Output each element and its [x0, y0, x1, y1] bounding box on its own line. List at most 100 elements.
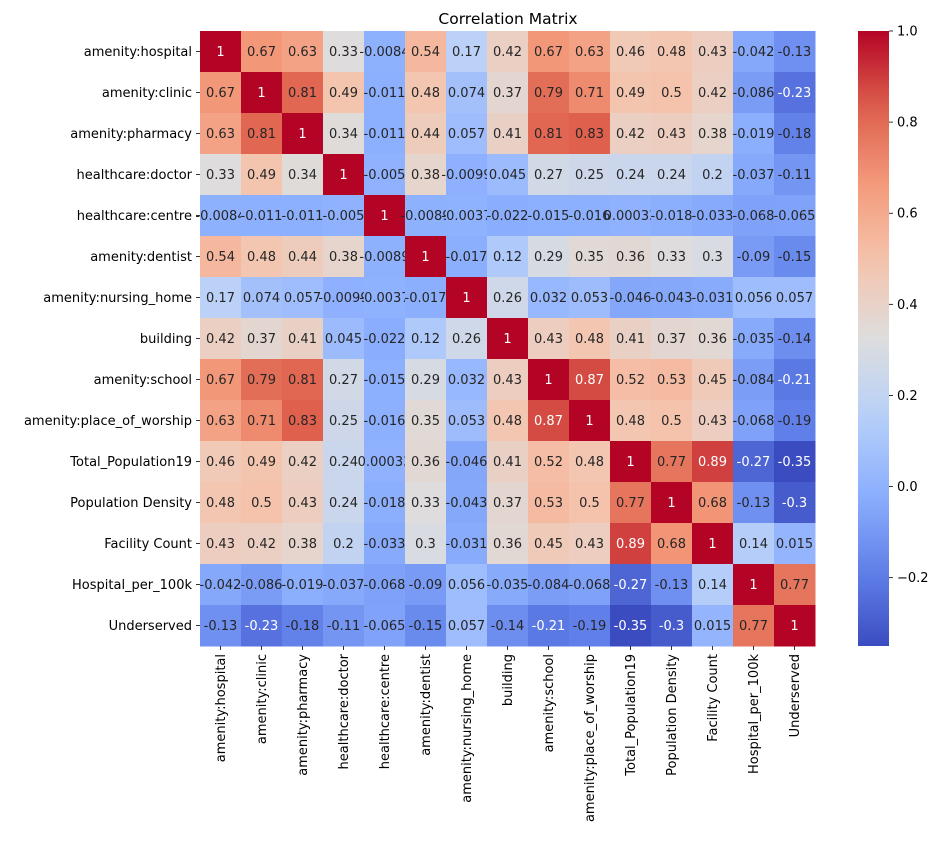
- cell-value-label: 0.81: [288, 86, 317, 101]
- cell-value-label: -0.035: [733, 332, 775, 347]
- cell-value-label: 0.34: [288, 168, 317, 183]
- heatmap-cell: [569, 195, 611, 237]
- cell-value-label: -0.27: [614, 578, 648, 593]
- heatmap-cell: [241, 195, 283, 237]
- heatmap-cell: [692, 564, 734, 606]
- heatmap-cell: [774, 277, 816, 319]
- y-axis-tick-labels: amenity:hospital amenity:clinic amenity:ph…: [24, 45, 200, 634]
- heatmap-cell: [200, 400, 242, 442]
- cell-value-label: 0.42: [247, 537, 276, 552]
- heatmap-cell: [323, 400, 365, 442]
- cell-value-label: 0.68: [698, 496, 727, 511]
- cell-value-label: 0.074: [243, 291, 280, 306]
- x-tick-label: Facility Count: [706, 654, 721, 742]
- heatmap-cell: [528, 441, 570, 483]
- heatmap-cell: [651, 31, 693, 73]
- y-tick-label: Facility Count: [104, 537, 192, 552]
- cell-value-label: -0.035: [487, 578, 529, 593]
- y-tick-label: amenity:clinic: [102, 86, 192, 101]
- heatmap-cell: [610, 564, 652, 606]
- cell-value-label: 0.41: [288, 332, 317, 347]
- cell-value-label: 0.36: [616, 250, 645, 265]
- cell-value-label: 0.17: [206, 291, 235, 306]
- heatmap-cells: 1 0.67 0.63 0.33 -0.0084 0.54 0.17 0.42 0.67 0.63…: [195, 31, 816, 647]
- cell-value-label: -0.068: [569, 578, 611, 593]
- cell-value-label: 0.14: [698, 578, 727, 593]
- cell-value-label: 1: [503, 332, 511, 347]
- x-tick-label: amenity:place_of_worship: [583, 654, 598, 822]
- cell-value-label: 0.52: [616, 373, 645, 388]
- heatmap-cell: [651, 277, 693, 319]
- y-tick-label: amenity:hospital: [84, 45, 192, 60]
- y-tick-label: amenity:nursing_home: [43, 291, 192, 306]
- x-tick-label: building: [501, 654, 516, 706]
- colorbar-tick-label: −0.2: [897, 571, 929, 586]
- heatmap-cell: [405, 113, 447, 155]
- x-tick-label: Hospital_per_100k: [747, 654, 762, 774]
- heatmap-cell: [692, 72, 734, 114]
- heatmap-cell: [610, 359, 652, 401]
- cell-value-label: 0.35: [411, 414, 440, 429]
- heatmap-cell: [241, 318, 283, 360]
- cell-value-label: 0.26: [493, 291, 522, 306]
- cell-value-label: 1: [421, 250, 429, 265]
- heatmap-cell: [733, 318, 775, 360]
- cell-value-label: -0.0099: [441, 168, 491, 183]
- heatmap-cell: [446, 154, 488, 196]
- cell-value-label: 0.89: [698, 455, 727, 470]
- y-tick-label: healthcare:centre: [77, 209, 192, 224]
- cell-value-label: 0.49: [329, 86, 358, 101]
- x-tick-label: Underserved: [788, 654, 803, 737]
- heatmap-cell: [733, 523, 775, 565]
- cell-value-label: 0.29: [411, 373, 440, 388]
- heatmap-cell: [446, 318, 488, 360]
- cell-value-label: 0.045: [489, 168, 526, 183]
- heatmap-cell: [405, 236, 447, 278]
- cell-value-label: -0.068: [733, 414, 775, 429]
- cell-value-label: -0.13: [737, 496, 771, 511]
- cell-value-label: 0.29: [534, 250, 563, 265]
- cell-value-label: 0.00033: [358, 455, 412, 470]
- cell-value-label: -0.084: [528, 578, 570, 593]
- heatmap-cell: [774, 195, 816, 237]
- heatmap-cell: [569, 318, 611, 360]
- heatmap-cell: [528, 359, 570, 401]
- heatmap-cell: [446, 482, 488, 524]
- y-tick-label: amenity:place_of_worship: [24, 414, 192, 429]
- cell-value-label: 0.52: [534, 455, 563, 470]
- heatmap-cell: [241, 113, 283, 155]
- cell-value-label: 0.53: [657, 373, 686, 388]
- cell-value-label: 0.056: [735, 291, 772, 306]
- y-tick-label: amenity:pharmacy: [70, 127, 192, 142]
- heatmap-cell: [528, 236, 570, 278]
- heatmap-cell: [200, 195, 242, 237]
- heatmap-cell: [651, 605, 693, 647]
- cell-value-label: -0.022: [364, 332, 406, 347]
- heatmap-cell: [774, 605, 816, 647]
- heatmap-cell: [446, 277, 488, 319]
- y-tick-label: healthcare:doctor: [77, 168, 193, 183]
- cell-value-label: 0.33: [206, 168, 235, 183]
- heatmap-cell: [692, 195, 734, 237]
- cell-value-label: 0.074: [448, 86, 485, 101]
- cell-value-label: -0.018: [364, 496, 406, 511]
- cell-value-label: 0.54: [206, 250, 235, 265]
- cell-value-label: -0.015: [364, 373, 406, 388]
- cell-value-label: 0.38: [329, 250, 358, 265]
- cell-value-label: 1: [339, 168, 347, 183]
- cell-value-label: 0.37: [657, 332, 686, 347]
- cell-value-label: 0.37: [247, 332, 276, 347]
- cell-value-label: -0.3: [659, 619, 684, 634]
- cell-value-label: -0.068: [364, 578, 406, 593]
- cell-value-label: 0.81: [534, 127, 563, 142]
- heatmap-cell: [282, 113, 324, 155]
- cell-value-label: -0.043: [446, 496, 488, 511]
- cell-value-label: -0.031: [692, 291, 734, 306]
- cell-value-label: 0.49: [616, 86, 645, 101]
- colorbar-tick-label: 0.4: [897, 298, 918, 313]
- heatmap-cell: [487, 605, 529, 647]
- heatmap-cell: [651, 113, 693, 155]
- cell-value-label: 0.053: [448, 414, 485, 429]
- cell-value-label: 0.63: [206, 127, 235, 142]
